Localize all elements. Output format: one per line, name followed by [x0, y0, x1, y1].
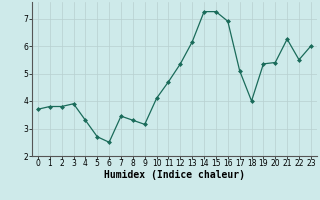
X-axis label: Humidex (Indice chaleur): Humidex (Indice chaleur) [104, 170, 245, 180]
